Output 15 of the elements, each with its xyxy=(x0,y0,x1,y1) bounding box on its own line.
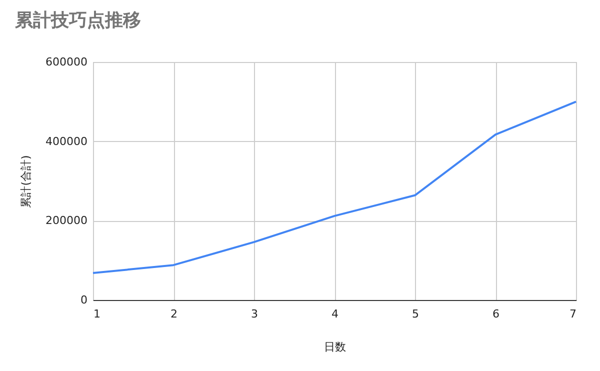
chart-title: 累計技巧点推移 xyxy=(14,10,141,31)
x-tick-label: 1 xyxy=(94,308,100,320)
x-tick-label: 5 xyxy=(412,308,419,320)
y-tick-label: 400000 xyxy=(46,134,88,148)
x-axis-title: 日数 xyxy=(324,340,346,354)
y-tick-label: 200000 xyxy=(46,214,88,228)
x-tick-label: 3 xyxy=(251,308,258,320)
line-series xyxy=(92,100,577,274)
x-tick-label: 7 xyxy=(570,308,576,320)
x-tick-label: 2 xyxy=(170,308,178,320)
y-tick-label: 600000 xyxy=(46,56,88,68)
y-tick-label: 0 xyxy=(80,294,88,306)
x-tick-label: 6 xyxy=(492,308,500,320)
x-tick-label: 4 xyxy=(332,308,338,320)
y-axis-title: 累計(合計) xyxy=(20,155,33,208)
